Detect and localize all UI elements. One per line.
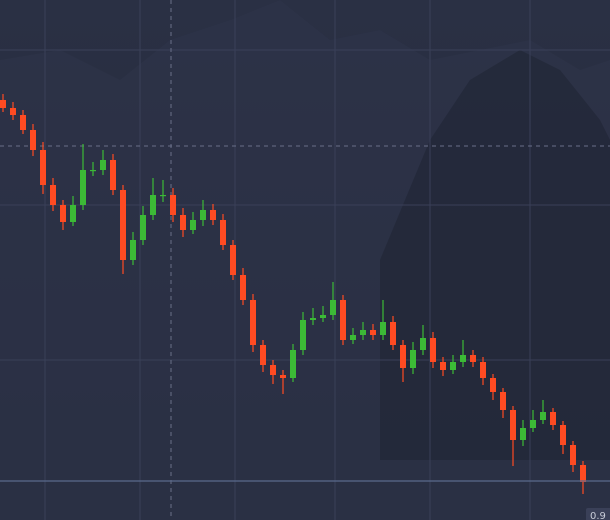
candle-body [140, 215, 146, 240]
candle-body [540, 412, 546, 420]
candle-body [410, 350, 416, 368]
candle-body [20, 115, 26, 130]
candle-body [270, 365, 276, 375]
candle-body [490, 378, 496, 392]
candle-body [250, 300, 256, 345]
price-label: 0.9 [590, 511, 606, 520]
candle-body [420, 338, 426, 350]
candle-body [0, 100, 6, 108]
candle-body [40, 150, 46, 185]
candle-body [290, 350, 296, 378]
candle-body [550, 412, 556, 425]
candle-body [130, 240, 136, 260]
candle-body [190, 220, 196, 230]
candle-body [150, 195, 156, 215]
candle-body [460, 355, 466, 362]
candle-body [110, 160, 116, 190]
candle-body [90, 170, 96, 172]
candle-body [390, 322, 396, 345]
candle-body [170, 195, 176, 215]
candle-body [200, 210, 206, 220]
candle-body [480, 362, 486, 378]
candle-body [260, 345, 266, 365]
candle-body [120, 190, 126, 260]
candle-body [560, 425, 566, 445]
candle-body [400, 345, 406, 368]
candle-body [350, 335, 356, 340]
candle-body [370, 330, 376, 335]
candle-body [360, 330, 366, 335]
candle-body [80, 170, 86, 205]
mountain-shadow [380, 50, 610, 460]
candle-body [70, 205, 76, 222]
candle-body [530, 420, 536, 428]
candle-body [340, 300, 346, 340]
candle-body [320, 315, 326, 318]
candle-body [570, 445, 576, 465]
candle-body [330, 300, 336, 315]
candle-body [450, 362, 456, 370]
candle-body [60, 205, 66, 222]
candle-body [310, 318, 316, 320]
candle-body [100, 160, 106, 170]
candle-body [430, 338, 436, 362]
candle-body [300, 320, 306, 350]
candle-body [520, 428, 526, 440]
candle-body [230, 245, 236, 275]
price-label-box [586, 508, 610, 520]
candle-body [180, 215, 186, 230]
candle-body [240, 275, 246, 300]
candle-body [470, 355, 476, 362]
candle-body [10, 108, 16, 115]
candle-body [160, 195, 166, 197]
candles [0, 94, 586, 494]
candle-body [500, 392, 506, 410]
candle-body [50, 185, 56, 205]
candle-body [30, 130, 36, 150]
candle-body [280, 375, 286, 378]
candle-body [210, 210, 216, 220]
candle-body [580, 465, 586, 482]
candle-body [220, 220, 226, 245]
candle-body [380, 322, 386, 335]
candle-body [510, 410, 516, 440]
candle-body [440, 362, 446, 370]
